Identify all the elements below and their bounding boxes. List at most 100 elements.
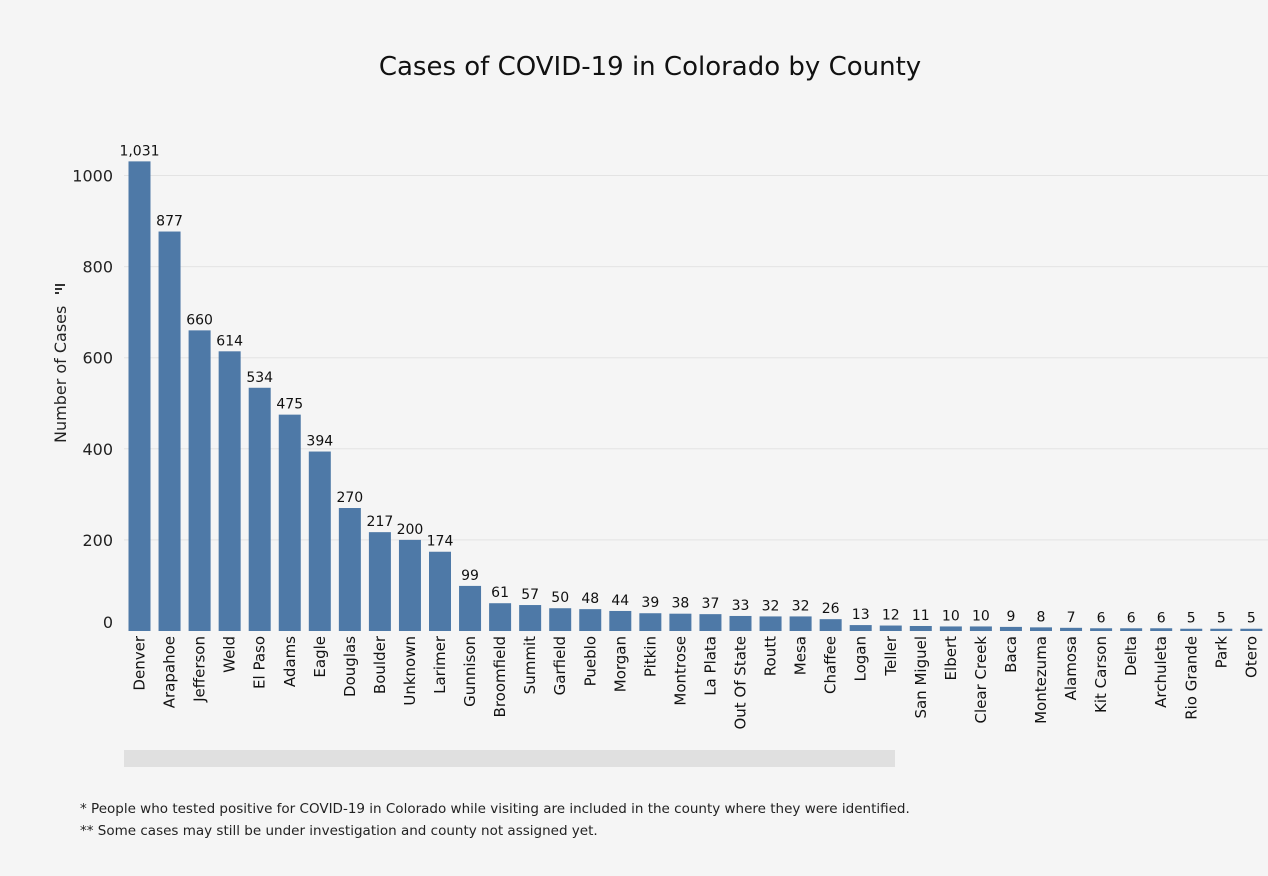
x-tick-label: Rio Grande xyxy=(1182,636,1200,720)
x-tick-label: Montezuma xyxy=(1032,636,1050,724)
x-tick-label: Summit xyxy=(521,636,539,694)
bar[interactable] xyxy=(1090,628,1113,631)
data-label: 10 xyxy=(942,608,960,624)
x-tick-label: San Miguel xyxy=(912,636,930,719)
data-label: 174 xyxy=(427,534,454,550)
bar[interactable] xyxy=(609,610,632,631)
bar[interactable] xyxy=(699,614,722,631)
bar[interactable] xyxy=(1120,628,1143,631)
x-tick-label: Denver xyxy=(131,635,149,690)
data-label: 33 xyxy=(732,598,750,614)
x-tick-label: Montrose xyxy=(671,636,689,706)
bar[interactable] xyxy=(1210,628,1233,631)
x-tick-label: La Plata xyxy=(701,636,719,696)
bar[interactable] xyxy=(1180,628,1203,631)
bar[interactable] xyxy=(158,231,181,632)
bar[interactable] xyxy=(759,616,782,631)
x-tick-label: Otero xyxy=(1242,636,1260,678)
data-label: 39 xyxy=(641,595,659,611)
x-tick-label: Douglas xyxy=(341,636,359,697)
x-tick-label: Arapahoe xyxy=(161,636,179,708)
footnote-unassigned: ** Some cases may still be under investi… xyxy=(80,823,598,839)
x-tick-label: Elbert xyxy=(942,636,960,681)
x-tick-label: Unknown xyxy=(401,636,419,706)
bar[interactable] xyxy=(849,625,872,631)
x-tick-label: Baca xyxy=(1002,636,1020,673)
bar[interactable] xyxy=(879,625,902,631)
x-tick-label: Gunnison xyxy=(461,636,479,707)
data-label: 5 xyxy=(1217,611,1226,627)
bar[interactable] xyxy=(398,539,421,631)
bar[interactable] xyxy=(819,619,842,631)
bar[interactable] xyxy=(999,626,1022,631)
data-label: 44 xyxy=(611,593,629,609)
y-axis-ticks: 0 200 400 600 800 1000 xyxy=(72,167,113,633)
data-label: 26 xyxy=(822,601,840,617)
data-label: 37 xyxy=(702,596,720,612)
data-label: 394 xyxy=(306,434,333,450)
footnote-visitors: * People who tested positive for COVID-1… xyxy=(80,801,910,817)
data-label: 9 xyxy=(1006,609,1015,625)
data-label: 32 xyxy=(792,598,810,614)
bar[interactable] xyxy=(489,603,512,631)
bar[interactable] xyxy=(459,585,482,631)
data-label: 12 xyxy=(882,608,900,624)
bar[interactable] xyxy=(639,613,662,631)
x-tick-label: Mesa xyxy=(792,636,810,675)
y-tick-label: 200 xyxy=(82,531,113,550)
bar[interactable] xyxy=(669,613,692,631)
x-tick-label: Archuleta xyxy=(1152,636,1170,708)
x-tick-label: Pitkin xyxy=(641,636,659,677)
x-tick-label: Pueblo xyxy=(581,636,599,686)
data-label: 32 xyxy=(762,598,780,614)
y-tick-label: 600 xyxy=(82,349,113,368)
bar[interactable] xyxy=(1030,627,1052,631)
sort-icon[interactable] xyxy=(55,284,65,294)
x-tick-label: Routt xyxy=(762,636,780,676)
bar[interactable] xyxy=(1150,628,1173,631)
bar[interactable] xyxy=(909,625,932,631)
bar[interactable] xyxy=(1240,628,1263,631)
bar[interactable] xyxy=(519,605,542,631)
data-label: 475 xyxy=(276,397,303,413)
bar[interactable] xyxy=(218,351,241,631)
bar[interactable] xyxy=(128,161,151,631)
bar[interactable] xyxy=(789,616,812,631)
bar[interactable] xyxy=(368,532,391,631)
chart-title: Cases of COVID-19 in Colorado by County xyxy=(378,52,922,82)
data-label: 200 xyxy=(397,522,424,538)
data-label: 50 xyxy=(551,590,569,606)
bar[interactable] xyxy=(429,551,451,631)
bar[interactable] xyxy=(729,615,752,631)
data-label: 57 xyxy=(521,587,539,603)
bar[interactable] xyxy=(579,609,602,631)
data-label: 217 xyxy=(367,514,394,530)
horizontal-scrollbar[interactable] xyxy=(124,750,895,767)
data-label: 10 xyxy=(972,608,990,624)
data-label: 6 xyxy=(1157,610,1166,626)
bar[interactable] xyxy=(939,626,962,631)
x-tick-label: Boulder xyxy=(371,635,389,694)
x-axis-ticks: Denver Arapahoe Jefferson Weld El Paso Adams E… xyxy=(131,635,1261,729)
x-tick-label: Out Of State xyxy=(732,636,750,730)
data-label: 6 xyxy=(1127,610,1136,626)
bar[interactable] xyxy=(188,330,211,631)
x-tick-label: Teller xyxy=(882,635,900,676)
bar[interactable] xyxy=(1060,627,1083,631)
bar[interactable] xyxy=(549,608,572,631)
bars xyxy=(128,161,1263,632)
x-tick-label: Eagle xyxy=(311,636,329,678)
bar[interactable] xyxy=(308,451,331,631)
x-tick-label: Logan xyxy=(852,636,870,682)
bar[interactable] xyxy=(338,508,361,631)
y-tick-label: 0 xyxy=(103,613,113,632)
x-tick-label: Garfield xyxy=(551,636,569,695)
data-label: 99 xyxy=(461,568,479,584)
bar[interactable] xyxy=(248,387,271,631)
x-tick-label: Clear Creek xyxy=(972,636,990,724)
bar[interactable] xyxy=(278,414,301,631)
data-label: 6 xyxy=(1097,610,1106,626)
y-tick-label: 400 xyxy=(82,440,113,459)
bar[interactable] xyxy=(969,626,992,631)
y-tick-label: 800 xyxy=(82,258,113,277)
